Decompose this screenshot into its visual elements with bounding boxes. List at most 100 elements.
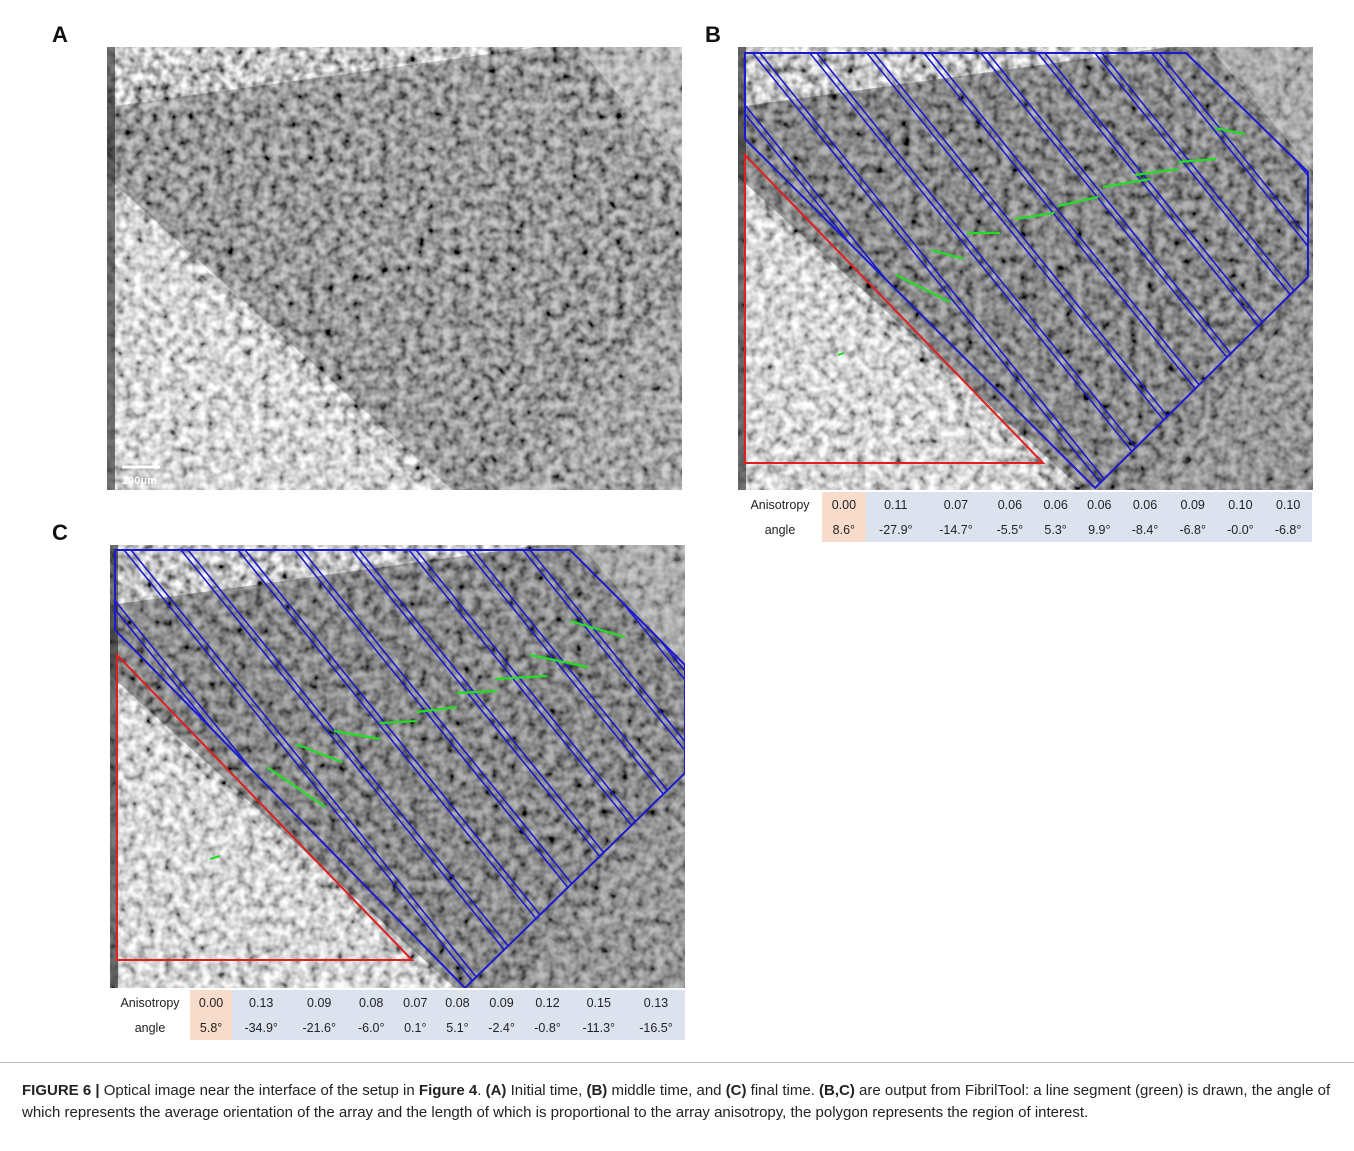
dark-band bbox=[738, 47, 1313, 490]
fibril-segment bbox=[456, 689, 498, 695]
roi-polygon bbox=[114, 549, 685, 988]
roi-stripe bbox=[183, 550, 570, 988]
panel-label: A bbox=[52, 22, 68, 47]
cell: 0.06 bbox=[1121, 492, 1169, 517]
fibril-segment bbox=[333, 729, 381, 741]
roi-stripe bbox=[468, 550, 685, 988]
cell: -2.4° bbox=[478, 1015, 525, 1040]
dark-band bbox=[110, 545, 685, 988]
caption-run: final time. bbox=[746, 1082, 820, 1099]
fibril-segment bbox=[266, 766, 326, 808]
fibril-segment bbox=[1014, 211, 1055, 221]
cell: 0.10 bbox=[1264, 492, 1312, 517]
cell: -0.8° bbox=[524, 1015, 571, 1040]
roi-stripe bbox=[1039, 53, 1308, 488]
cell: -6.8° bbox=[1264, 517, 1312, 542]
roi-stripe bbox=[176, 550, 563, 988]
cell: 0.00 bbox=[190, 990, 233, 1015]
cell: 9.9° bbox=[1077, 517, 1122, 542]
fibril-segment bbox=[1134, 167, 1179, 177]
caption-run: (A) bbox=[485, 1082, 507, 1099]
cell: 0.09 bbox=[478, 990, 525, 1015]
roi-stripe bbox=[804, 53, 1191, 488]
roi-stripe bbox=[811, 53, 1198, 488]
texture bbox=[107, 47, 682, 490]
vignette bbox=[107, 47, 115, 490]
roi-stripe bbox=[461, 550, 685, 988]
cell: 0.09 bbox=[290, 990, 349, 1015]
roi-polygon bbox=[744, 52, 1309, 490]
roi-stripe bbox=[411, 550, 685, 988]
table-row: angle 8.6° -27.9° -14.7° -5.5° 5.3° 9.9° -8.4° -… bbox=[738, 517, 1312, 542]
roi-stripe bbox=[1096, 53, 1308, 488]
caption-run: Optical image near the interface of the … bbox=[99, 1082, 419, 1099]
caption-run: (B,C) bbox=[819, 1082, 855, 1099]
fibril-segment bbox=[895, 274, 951, 303]
caption-run: Initial time, bbox=[506, 1082, 587, 1099]
reference-region bbox=[744, 152, 1046, 464]
cell: 0.09 bbox=[1168, 492, 1217, 517]
roi-stripe bbox=[575, 550, 685, 988]
texture bbox=[738, 47, 1313, 490]
roi-stripe bbox=[747, 53, 1134, 488]
fibril-segment bbox=[295, 742, 343, 764]
roi-stripe bbox=[126, 550, 513, 988]
light-region bbox=[578, 47, 682, 172]
light-region bbox=[107, 187, 424, 490]
light-region bbox=[738, 187, 1055, 490]
cell: 0.12 bbox=[524, 990, 571, 1015]
cell: 0.07 bbox=[394, 990, 437, 1015]
roi-stripe bbox=[119, 550, 506, 988]
cell: 5.1° bbox=[436, 1015, 479, 1040]
table-row: Anisotropy 0.00 0.13 0.09 0.08 0.07 0.08 0.09 0.… bbox=[110, 990, 685, 1015]
roi-stripe bbox=[1032, 53, 1308, 488]
fibril-segment bbox=[1214, 126, 1246, 136]
fibril-segment bbox=[1102, 177, 1151, 189]
cell: 0.10 bbox=[1216, 492, 1265, 517]
micrograph bbox=[110, 545, 685, 988]
cell: 0.08 bbox=[436, 990, 479, 1015]
caption-run: Figure 4 bbox=[418, 1082, 478, 1099]
cell: -27.9° bbox=[865, 517, 926, 542]
cell: 0.08 bbox=[348, 990, 395, 1015]
micrograph: 100μm bbox=[107, 47, 682, 490]
roi-stripe bbox=[1089, 53, 1308, 488]
texture bbox=[110, 545, 685, 988]
panel-label: C bbox=[52, 520, 68, 545]
cell: 8.6° bbox=[822, 517, 866, 542]
fibril-segment bbox=[837, 351, 845, 357]
fibril-segment bbox=[1057, 195, 1099, 208]
light-region bbox=[509, 290, 682, 490]
cell: -6.0° bbox=[348, 1015, 395, 1040]
cell: -11.3° bbox=[570, 1015, 627, 1040]
fibril-segment bbox=[529, 653, 589, 669]
cell: -34.9° bbox=[232, 1015, 291, 1040]
cell: -8.4° bbox=[1121, 517, 1169, 542]
fibril-table: Anisotropy 0.00 0.11 0.07 0.06 0.06 0.06 0.06 0.… bbox=[738, 492, 1312, 542]
caption-run: . bbox=[477, 1082, 486, 1099]
cell: 0.15 bbox=[570, 990, 627, 1015]
dark-band bbox=[107, 47, 682, 490]
cell: 0.06 bbox=[986, 492, 1034, 517]
cell: -21.6° bbox=[290, 1015, 349, 1040]
row-label: Anisotropy bbox=[110, 990, 190, 1015]
cell: 0.11 bbox=[865, 492, 926, 517]
cell: -14.7° bbox=[925, 517, 987, 542]
cell: 5.8° bbox=[190, 1015, 233, 1040]
row-label: angle bbox=[110, 1015, 190, 1040]
cell: 0.1° bbox=[394, 1015, 437, 1040]
light-region bbox=[1140, 290, 1313, 490]
caption-run: FIGURE 6 | bbox=[22, 1082, 100, 1099]
roi-stripe bbox=[754, 53, 1141, 488]
cell: 5.3° bbox=[1033, 517, 1078, 542]
fibril-segment bbox=[379, 719, 418, 725]
table-row: Anisotropy 0.00 0.11 0.07 0.06 0.06 0.06 0.06 0.… bbox=[738, 492, 1312, 517]
fibril-segment bbox=[1177, 157, 1217, 164]
fibril-segment bbox=[209, 854, 221, 861]
roi-stripe bbox=[525, 550, 685, 988]
separator bbox=[0, 1062, 1354, 1063]
caption-run: are output from FibrilTool: a line segme… bbox=[22, 1082, 1335, 1121]
fibril-segment bbox=[569, 619, 626, 639]
fibril-segment bbox=[416, 705, 458, 714]
